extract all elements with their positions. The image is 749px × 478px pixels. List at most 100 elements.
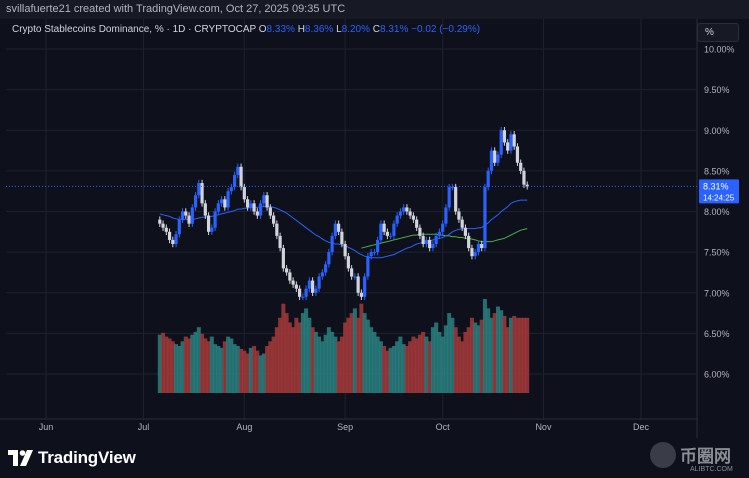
candle-body [174, 234, 178, 244]
candle-body [184, 211, 188, 216]
candle-body [197, 183, 201, 196]
volume-bar [190, 334, 195, 393]
volume-bar [447, 313, 452, 393]
footer [0, 438, 749, 478]
y-tick-label: 8.50% [704, 166, 730, 176]
candle-body [437, 231, 442, 236]
candle-body [200, 183, 204, 204]
candle-body [236, 166, 240, 175]
candle-body [249, 203, 253, 208]
candle-countdown: 14:24:25 [703, 193, 735, 202]
candle-body [483, 187, 487, 249]
attribution-text: svillafuerte21 created with TradingView.… [6, 3, 346, 15]
volume-bar [518, 317, 523, 393]
volume-bar [359, 303, 364, 393]
tradingview-logo-text: TradingView [38, 448, 136, 467]
volume-bar [473, 322, 478, 393]
candle-body [275, 223, 279, 236]
volume-bar [333, 336, 338, 393]
candle-body [301, 296, 305, 298]
volume-bar [365, 319, 370, 393]
candle-body [285, 268, 289, 273]
x-tick-label: Sep [337, 422, 353, 432]
candle-body [288, 272, 292, 281]
candle-body [363, 276, 367, 297]
volume-bar [346, 317, 351, 393]
symbol-legend: Crypto Stablecoins Dominance, % · 1D · C… [12, 24, 480, 35]
percent-scale-button[interactable]: % [697, 23, 739, 42]
volume-bar [417, 334, 422, 393]
volume-bar [411, 336, 416, 393]
candle-body [242, 187, 246, 200]
candle-body [415, 219, 419, 228]
tradingview-logo[interactable]: TradingView [8, 448, 136, 468]
tradingview-logo-icon [8, 450, 33, 466]
volume-bar [330, 331, 335, 393]
candle-body [271, 215, 276, 224]
low-value: 8.20% [341, 24, 370, 35]
candle-body [311, 280, 315, 293]
volume-bar [414, 338, 419, 393]
volume-bar [232, 344, 237, 393]
candle-body [441, 223, 445, 232]
volume-bar [372, 331, 377, 393]
candle-body [525, 184, 529, 187]
volume-bar [167, 338, 172, 393]
volume-bar [421, 331, 426, 393]
x-tick-label: Nov [535, 422, 552, 432]
candle-body [369, 252, 373, 257]
volume-bar [326, 327, 331, 393]
volume-bar [183, 336, 188, 393]
candle-body [476, 244, 481, 253]
volume-bar [505, 327, 510, 393]
volume-bar [395, 341, 400, 393]
volume-bar [466, 327, 471, 393]
candle-body [473, 252, 477, 257]
candle-body [317, 276, 321, 289]
candle-body [340, 231, 344, 244]
price-chart[interactable]: 10.00% 9.50% 9.00% 8.50% 8.00% 7.50% 7.00% 6.50… [0, 0, 749, 438]
volume-bar [307, 317, 312, 393]
last-price-tag [699, 179, 739, 204]
volume-bar [216, 346, 221, 393]
y-tick-label: 6.50% [704, 329, 730, 339]
candle-body [398, 211, 402, 216]
volume-bar [375, 336, 380, 393]
candle-body [268, 207, 272, 216]
volume-bar [469, 317, 474, 393]
candle-body [385, 231, 389, 236]
volume-bar [440, 336, 445, 393]
volume-bar [317, 336, 322, 393]
volume-bar [161, 332, 166, 393]
y-tick-label: 9.00% [704, 126, 730, 136]
volume-bar [284, 313, 289, 393]
volume-bar [252, 346, 257, 393]
candle-body [480, 244, 484, 249]
candle-body [258, 203, 263, 216]
candle-body [522, 170, 526, 185]
candle-body [203, 203, 207, 216]
volume-bar [492, 313, 497, 393]
candle-body [496, 154, 500, 163]
volume-bar [200, 333, 205, 393]
candle-body [343, 244, 347, 257]
x-tick-label: Jun [39, 422, 54, 432]
volume-bar [187, 338, 192, 393]
candle-body [463, 227, 468, 236]
candle-body [506, 142, 510, 151]
volume-bar [408, 341, 413, 393]
volume-bar [323, 334, 328, 393]
volume-bar [304, 308, 309, 393]
candle-body [324, 264, 328, 273]
close-value: 8.31% [380, 24, 409, 35]
candle-body [252, 203, 256, 212]
volume-bar [515, 317, 520, 393]
attribution-bar: svillafuerte21 created with TradingView.… [0, 0, 749, 19]
volume-bar [369, 327, 374, 393]
volume-bar [229, 338, 234, 393]
volume-bar [209, 336, 214, 393]
candle-body [330, 235, 334, 253]
volume-bar [278, 317, 283, 393]
volume-bar [388, 347, 393, 393]
candle-body [232, 174, 237, 188]
